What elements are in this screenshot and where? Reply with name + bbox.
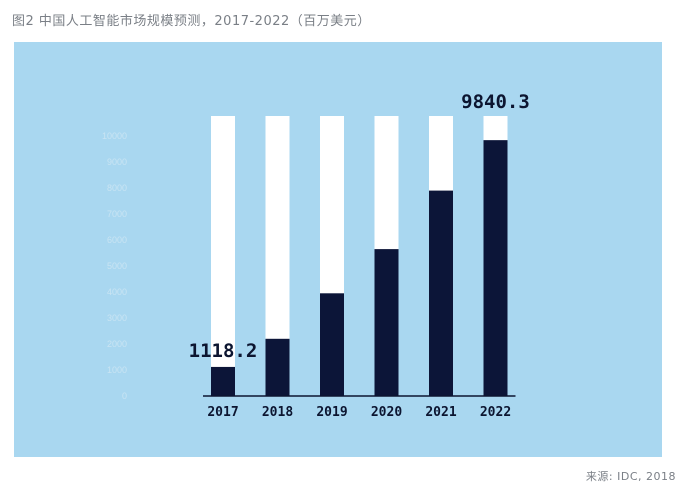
y-tick-label: 10000 [102, 131, 127, 141]
data-label-2017: 1118.2 [189, 340, 258, 362]
x-tick-label: 2017 [207, 405, 238, 420]
bar-chart: 0 1000 2000 3000 4000 5000 6000 7000 8000 9000 100… [102, 91, 530, 420]
y-tick-label: 3000 [107, 313, 127, 323]
figure-title: 图2 中国人工智能市场规模预测，2017-2022（百万美元） [12, 14, 371, 29]
y-tick-label: 9000 [107, 157, 127, 167]
bar-2017 [211, 366, 235, 396]
x-tick-label: 2022 [480, 405, 511, 420]
bar-2021 [429, 190, 453, 396]
y-tick-label: 6000 [107, 235, 127, 245]
bar-2022 [483, 140, 508, 396]
data-label-2022: 9840.3 [461, 91, 530, 113]
x-tick-label: 2021 [425, 405, 456, 420]
y-tick-label: 7000 [107, 209, 127, 219]
bar-track [211, 116, 235, 396]
x-axis-ticks: 2017 2018 2019 2020 2021 2022 [207, 405, 511, 420]
y-tick-label: 4000 [107, 287, 127, 297]
x-tick-label: 2020 [371, 405, 402, 420]
source-note: 来源: IDC, 2018 [585, 470, 676, 483]
y-axis-ticks: 0 1000 2000 3000 4000 5000 6000 7000 8000 9000 100… [102, 131, 127, 401]
y-tick-label: 2000 [107, 339, 127, 349]
data-labels: 1118.2 9840.3 [189, 91, 530, 362]
bar-2018 [265, 338, 290, 396]
bar-2020 [374, 249, 399, 396]
x-tick-label: 2018 [262, 405, 293, 420]
y-tick-label: 0 [122, 391, 127, 401]
bar-2019 [320, 293, 344, 396]
bars [211, 140, 508, 396]
y-tick-label: 1000 [107, 365, 127, 375]
y-tick-label: 8000 [107, 183, 127, 193]
chart-panel: 0 1000 2000 3000 4000 5000 6000 7000 8000 9000 100… [14, 42, 662, 457]
x-tick-label: 2019 [316, 405, 347, 420]
y-tick-label: 5000 [107, 261, 127, 271]
